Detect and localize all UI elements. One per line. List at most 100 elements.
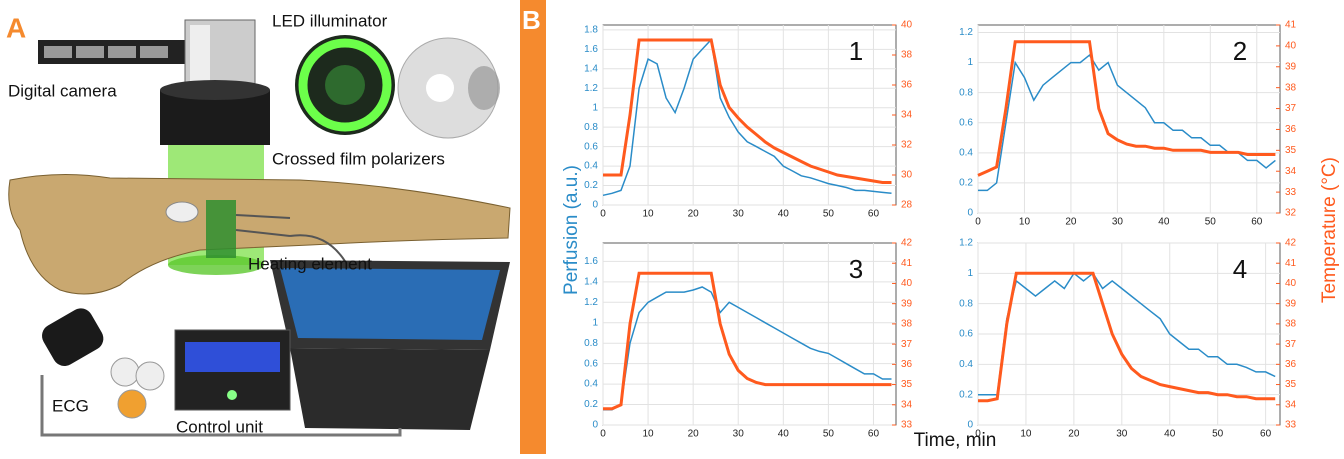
light-base <box>168 255 264 275</box>
y-tick-label: 0.8 <box>584 338 598 349</box>
led-indicator <box>227 390 237 400</box>
y-tick-label: 1.2 <box>959 238 973 249</box>
data-line <box>603 286 892 411</box>
y-tick-label: 0.8 <box>959 87 973 98</box>
y2-tick-label: 33 <box>1285 187 1297 198</box>
y-tick-label: 1.6 <box>584 44 598 55</box>
y2-tick-label: 36 <box>1285 359 1297 370</box>
x-axis-label: Time, min <box>914 430 997 451</box>
label-led: LED illuminator <box>272 11 388 30</box>
y2-tick-label: 41 <box>1285 20 1297 31</box>
x-tick-label: 30 <box>733 209 745 220</box>
x-tick-label: 20 <box>688 429 700 440</box>
housing-top <box>160 80 270 100</box>
y2-tick-label: 37 <box>901 339 913 350</box>
x-tick-label: 0 <box>600 429 606 440</box>
y-tick-label: 1.8 <box>584 25 598 36</box>
y2-tick-label: 37 <box>1285 339 1297 350</box>
panel-label: A <box>6 12 26 43</box>
x-tick-label: 60 <box>1260 429 1272 440</box>
y2-tick-label: 33 <box>901 420 913 431</box>
x-tick-label: 0 <box>600 209 606 220</box>
y2-tick-label: 39 <box>1285 298 1297 309</box>
chart-title: 3 <box>849 254 863 284</box>
y2-tick-label: 35 <box>1285 145 1297 156</box>
x-tick-label: 40 <box>778 429 790 440</box>
label-control: Control unit <box>176 417 263 436</box>
y2-tick-label: 32 <box>901 140 913 151</box>
plot-area <box>602 24 897 206</box>
y-tick-label: 0.4 <box>584 379 598 390</box>
y2-tick-label: 39 <box>1285 61 1297 72</box>
y2-tick-label: 34 <box>1285 399 1297 410</box>
x-tick-label: 40 <box>1158 217 1170 228</box>
x-tick-label: 30 <box>1116 429 1128 440</box>
x-tick-label: 50 <box>823 209 835 220</box>
y-tick-label: 0.2 <box>584 399 598 410</box>
x-tick-label: 10 <box>643 429 655 440</box>
x-tick-label: 40 <box>1164 429 1176 440</box>
polarizer-hole <box>426 74 454 102</box>
y-tick-label: 0 <box>967 208 973 219</box>
data-line <box>602 37 892 197</box>
panel-a: A <box>6 11 511 437</box>
y-tick-label: 1.2 <box>959 27 973 38</box>
x-tick-label: 20 <box>1068 429 1080 440</box>
x-tick-label: 40 <box>778 209 790 220</box>
y2-tick-label: 28 <box>901 200 913 211</box>
x-tick-label: 50 <box>1212 429 1224 440</box>
y-tick-label: 0.8 <box>959 298 973 309</box>
y2-tick-label: 35 <box>1285 379 1297 390</box>
x-tick-label: 50 <box>1205 217 1217 228</box>
y-tick-label: 0.2 <box>959 389 973 400</box>
led-glow <box>298 38 392 132</box>
data-line <box>603 271 892 411</box>
y-tick-label: 0 <box>592 420 598 431</box>
y-tick-label: 1 <box>967 57 973 68</box>
x-tick-label: 0 <box>975 217 981 228</box>
y2-tick-label: 33 <box>1285 420 1297 431</box>
y-tick-label: 0.6 <box>959 117 973 128</box>
panel-b-strip <box>520 0 546 454</box>
label-polarizers: Crossed film polarizers <box>272 149 445 168</box>
laptop-display <box>280 268 500 340</box>
x-tick-label: 10 <box>643 209 655 220</box>
measurement-spot <box>165 201 199 223</box>
y2-tick-label: 34 <box>1285 166 1297 177</box>
y2-tick-label: 42 <box>901 238 913 249</box>
y2-tick-label: 35 <box>901 379 913 390</box>
label-ecg: ECG <box>52 396 89 415</box>
panel-label: B <box>522 5 541 35</box>
laptop-base <box>290 348 490 430</box>
y2-tick-label: 30 <box>901 170 913 181</box>
y-tick-label: 1.2 <box>584 83 598 94</box>
polarizer-second <box>468 66 500 110</box>
y2-tick-label: 40 <box>1285 278 1297 289</box>
x-tick-label: 10 <box>1020 429 1032 440</box>
electrode <box>117 389 147 419</box>
y-tick-label: 1.4 <box>584 63 598 74</box>
chart-title: 2 <box>1233 36 1247 66</box>
y-tick-label: 0.4 <box>959 359 973 370</box>
label-heater: Heating element <box>248 254 372 273</box>
y-tick-label: 0.4 <box>584 161 598 172</box>
x-tick-label: 60 <box>868 429 880 440</box>
y-tick-label: 1 <box>592 102 598 113</box>
y2-tick-label: 38 <box>901 319 913 330</box>
y-tick-label: 1 <box>592 317 598 328</box>
x-tick-label: 30 <box>1112 217 1124 228</box>
y2-tick-label: 41 <box>1285 258 1297 269</box>
lcd <box>185 342 280 372</box>
x-tick-label: 0 <box>975 429 981 440</box>
x-tick-label: 60 <box>868 209 880 220</box>
x-tick-label: 20 <box>688 209 700 220</box>
y-tick-label: 1.2 <box>584 297 598 308</box>
y-axis-label: Perfusion (a.u.) <box>561 165 582 295</box>
label-camera: Digital camera <box>8 81 117 100</box>
y-tick-label: 0 <box>967 420 973 431</box>
y-tick-label: 0.6 <box>584 141 598 152</box>
y2-tick-label: 38 <box>901 50 913 61</box>
x-tick-label: 50 <box>823 429 835 440</box>
y2-tick-label: 38 <box>1285 82 1297 93</box>
